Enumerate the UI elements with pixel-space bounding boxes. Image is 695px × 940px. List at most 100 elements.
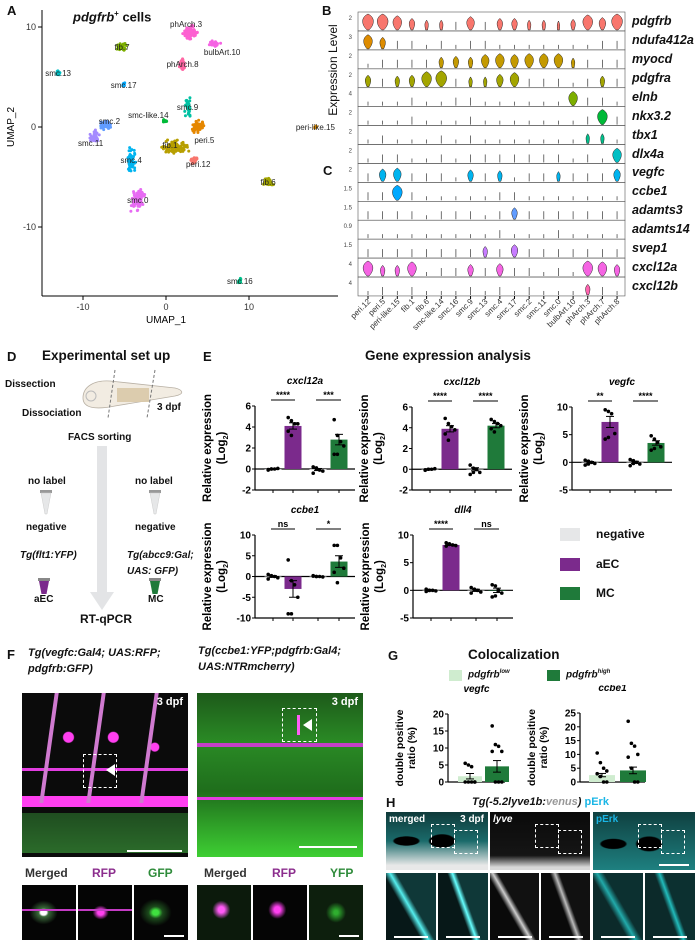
cluster-point <box>193 128 197 132</box>
cluster-point <box>181 58 185 62</box>
y-tick-label: 5 <box>438 761 444 772</box>
f-left-title-2: pdgfrb:GFP) <box>28 663 93 675</box>
data-point <box>626 719 630 724</box>
mural-cell-mark <box>297 715 300 735</box>
data-point <box>636 780 640 784</box>
chart-title: vegfc <box>609 377 636 388</box>
data-point <box>469 780 474 784</box>
data-point <box>338 439 343 444</box>
violin-mark <box>379 36 386 50</box>
data-point <box>269 467 274 471</box>
y-axis-label: Relative expression <box>202 522 214 630</box>
violin-mark <box>482 246 488 258</box>
significance-label: **** <box>276 390 291 400</box>
cluster-point <box>140 191 144 195</box>
violin-x-label: fib.1 <box>399 297 416 314</box>
violin-mark <box>466 16 475 31</box>
data-point <box>652 446 657 451</box>
violin-mark <box>362 13 374 31</box>
data-point <box>631 461 636 466</box>
cluster-point <box>121 42 125 46</box>
inset-box <box>558 830 582 854</box>
data-point <box>496 744 501 749</box>
legend-swatch-pdgfrb-low <box>449 670 462 681</box>
unit-open: (Log <box>373 440 385 465</box>
data-point <box>424 589 428 594</box>
gene-label-tbx1: tbx1 <box>632 127 658 142</box>
violin-mark <box>611 13 623 31</box>
panel-label-b: B <box>322 3 332 18</box>
data-point <box>475 588 480 593</box>
data-point <box>493 584 498 588</box>
data-point <box>490 724 494 728</box>
data-point <box>321 469 325 473</box>
violin-mark <box>407 261 417 277</box>
cluster-point <box>126 156 130 160</box>
violin-ytick-label: 1.5 <box>344 243 353 249</box>
violin-mark <box>408 18 415 31</box>
violin-mark <box>509 72 520 87</box>
data-point <box>583 463 587 467</box>
inset-box <box>535 824 559 848</box>
violin-mark <box>468 56 474 69</box>
zebrafish-larva-illustration <box>82 369 183 419</box>
mc-label: MC <box>148 594 164 605</box>
violin-mark <box>467 264 474 277</box>
unit-close: ) <box>216 432 228 436</box>
h-perk-inset-2 <box>645 873 695 940</box>
scale-bar <box>601 936 635 938</box>
cluster-point <box>187 149 191 153</box>
data-point <box>489 417 494 422</box>
cluster-label: fib.1 <box>162 141 178 150</box>
data-point <box>490 749 494 754</box>
y-axis-unit: (Log2) <box>373 432 387 465</box>
cluster-point <box>179 150 183 154</box>
y-tick-label: 20 <box>433 710 445 721</box>
significance-label: ns <box>278 519 289 529</box>
unit-close: ) <box>374 560 386 564</box>
violin-mark <box>452 55 459 69</box>
violin-mark <box>435 70 447 87</box>
violin-mark <box>408 74 415 87</box>
legend-gene: pdgfrb <box>468 669 500 681</box>
arrowhead-icon <box>303 719 312 731</box>
y-axis-unit: (Log2) <box>216 432 230 465</box>
gene-label-cxcl12a: cxcl12a <box>632 260 678 275</box>
gene-label-ccbe1: ccbe1 <box>632 184 668 199</box>
inset-rfp-left <box>78 885 132 940</box>
inset-box <box>282 708 317 742</box>
cluster-point <box>164 139 168 143</box>
violin-mark <box>438 56 444 69</box>
violin-mark <box>553 53 564 69</box>
significance-label: **** <box>478 391 493 401</box>
violin-mark <box>556 20 560 31</box>
unit-open: (Log <box>374 568 386 593</box>
data-point <box>289 433 294 438</box>
cluster-label: phArch.8 <box>167 60 200 69</box>
abcc9-line-label-1: Tg(abcc9:Gal; <box>127 550 194 561</box>
legend-swatch-negative <box>560 528 580 541</box>
significance-label: *** <box>323 390 334 400</box>
violin-mark <box>570 18 576 31</box>
cluster-point <box>189 29 193 33</box>
cluster-label: smc.16 <box>227 277 253 286</box>
panel-label-c: C <box>323 163 333 178</box>
cluster-point <box>170 140 174 144</box>
setup-title: Experimental set up <box>42 348 171 363</box>
legend-label-aec: aEC <box>596 557 620 571</box>
y-axis-label: Relative expression <box>360 522 372 630</box>
violin-mark <box>380 264 386 277</box>
scale-bar <box>498 936 532 938</box>
cluster-label: smc.0 <box>127 196 149 205</box>
age-overlay: 3 dpf <box>460 814 484 825</box>
scale-bar <box>127 850 182 852</box>
data-point <box>492 419 497 424</box>
data-point <box>266 572 270 577</box>
cluster-point <box>219 41 223 45</box>
cluster-label: fib.6 <box>261 178 277 187</box>
violin-mark <box>614 264 621 277</box>
y-tick-label: -5 <box>242 593 251 604</box>
cluster-point <box>138 190 142 194</box>
chart-g-vegfc: vegfc 0 5 10 15 20 <box>433 685 509 789</box>
violin-mark <box>568 91 578 106</box>
